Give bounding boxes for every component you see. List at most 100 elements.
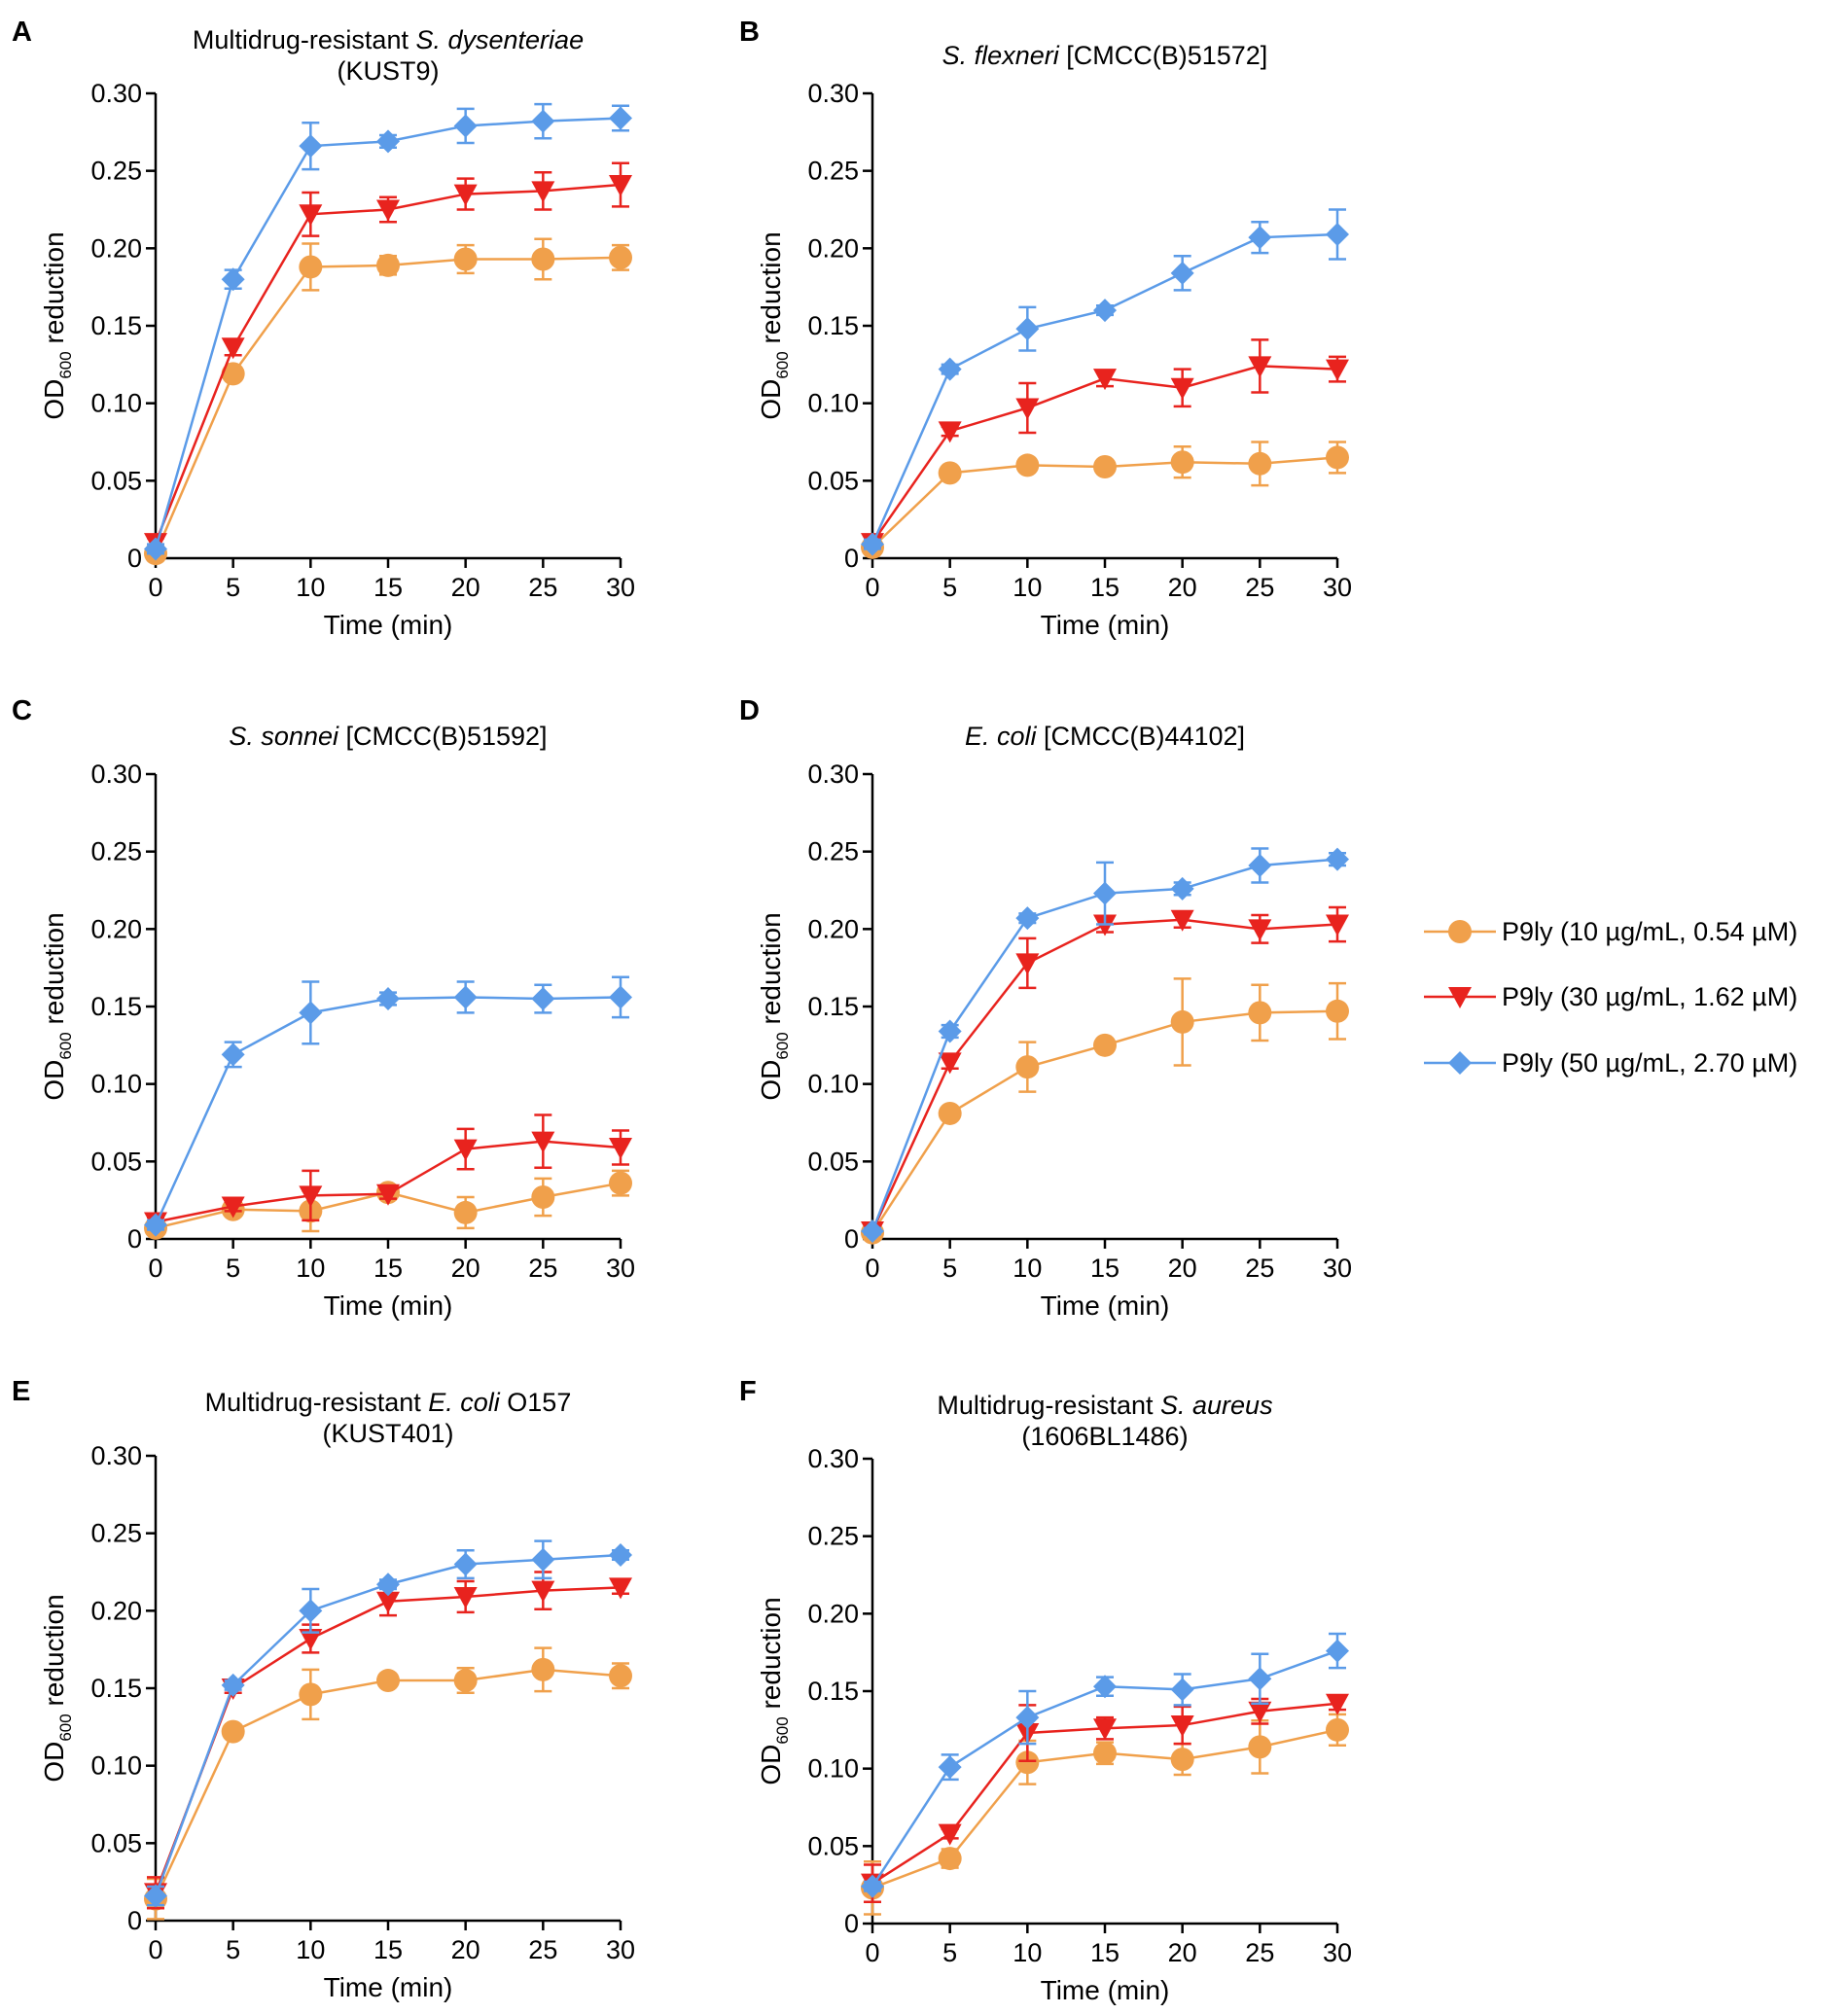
x-tick-label: 15 <box>1090 1254 1119 1283</box>
series-3 <box>144 975 632 1237</box>
x-tick-label: 30 <box>1323 1938 1352 1967</box>
data-point <box>221 267 245 292</box>
legend-item: P9ly (10 µg/mL, 0.54 µM) <box>1424 917 1797 946</box>
x-axis-label: Time (min) <box>1041 610 1170 640</box>
y-tick-label: 0.10 <box>90 1070 142 1099</box>
data-point <box>609 245 632 269</box>
series-1 <box>861 441 1349 559</box>
data-point <box>1093 1718 1117 1741</box>
y-tick-label: 0 <box>844 544 859 573</box>
data-point <box>531 181 555 203</box>
data-point <box>531 1657 555 1681</box>
y-tick-label: 0.05 <box>90 466 142 495</box>
y-tick-label: 0.30 <box>90 760 142 789</box>
data-point <box>1093 1033 1117 1057</box>
data-point <box>938 461 962 485</box>
y-tick-label: 0.30 <box>90 79 142 108</box>
data-point <box>1170 909 1194 932</box>
x-tick-label: 20 <box>451 1254 480 1283</box>
y-axis-label: OD600 reduction <box>39 231 75 419</box>
panel-letter: D <box>739 695 760 726</box>
data-point <box>1326 847 1349 871</box>
data-point <box>1326 222 1349 246</box>
data-point <box>531 1184 555 1209</box>
panel-e: E Multidrug-resistant E. coli O157(KUST40… <box>12 1376 635 2002</box>
data-point <box>299 255 323 279</box>
x-tick-label: 10 <box>1013 1254 1042 1283</box>
series-1 <box>861 977 1349 1245</box>
data-point <box>1093 1675 1117 1699</box>
y-tick-label: 0.10 <box>807 389 859 418</box>
data-point <box>1170 377 1194 400</box>
data-point <box>1326 914 1349 936</box>
data-point <box>299 1682 323 1707</box>
panel-letter: C <box>12 695 32 726</box>
y-axis-label: OD600 reduction <box>756 1597 792 1784</box>
series-1 <box>861 1713 1349 1916</box>
series-2 <box>144 1571 632 1910</box>
chart-title: Multidrug-resistant S. aureus <box>937 1391 1272 1420</box>
x-tick-label: 10 <box>296 1935 325 1964</box>
data-point <box>299 1001 323 1025</box>
x-tick-label: 30 <box>1323 573 1352 602</box>
chart-subtitle: (KUST9) <box>337 56 439 86</box>
y-tick-label: 0.15 <box>90 311 142 340</box>
y-tick-label: 0.25 <box>90 1519 142 1548</box>
x-axis-label: Time (min) <box>324 1290 453 1321</box>
x-tick-label: 30 <box>606 1935 635 1964</box>
x-tick-label: 10 <box>1013 573 1042 602</box>
data-point <box>938 357 962 381</box>
data-point <box>938 1019 962 1043</box>
chart-title: Multidrug-resistant E. coli O157 <box>205 1388 572 1417</box>
chart-title: S. sonnei [CMCC(B)51592] <box>229 722 547 751</box>
data-point <box>453 184 478 206</box>
y-tick-label: 0.15 <box>90 992 142 1021</box>
x-tick-label: 20 <box>1168 1938 1197 1967</box>
y-tick-label: 0.05 <box>807 1831 859 1860</box>
legend-label: P9ly (30 µg/mL, 1.62 µM) <box>1502 982 1797 1011</box>
y-tick-label: 0.15 <box>807 1677 859 1706</box>
y-axis-label: OD600 reduction <box>39 1594 75 1782</box>
x-axis-label: Time (min) <box>324 1972 453 2002</box>
y-tick-label: 0.25 <box>807 157 859 186</box>
data-point <box>221 1196 245 1219</box>
y-tick-label: 0.20 <box>807 914 859 943</box>
data-point <box>1170 450 1194 475</box>
x-tick-label: 0 <box>148 1935 162 1964</box>
data-point <box>861 1874 884 1898</box>
y-tick-label: 0.30 <box>807 79 859 108</box>
data-point <box>938 1847 962 1871</box>
x-tick-label: 25 <box>528 573 557 602</box>
x-tick-label: 5 <box>226 1254 240 1283</box>
y-tick-label: 0 <box>127 1906 142 1935</box>
data-point <box>531 1580 555 1603</box>
data-point <box>453 114 478 138</box>
y-tick-label: 0.15 <box>90 1674 142 1703</box>
series-2 <box>861 338 1349 555</box>
data-point <box>1248 451 1272 476</box>
series-3 <box>861 208 1349 556</box>
legend-item: P9ly (30 µg/mL, 1.62 µM) <box>1424 982 1797 1011</box>
data-point <box>1015 317 1040 341</box>
x-tick-label: 15 <box>373 1254 403 1283</box>
data-point <box>453 1200 478 1224</box>
data-point <box>609 1171 632 1195</box>
data-point <box>1248 226 1272 250</box>
data-point <box>1170 1678 1194 1702</box>
y-tick-label: 0 <box>844 1909 859 1938</box>
y-tick-label: 0.25 <box>807 837 859 866</box>
x-tick-label: 30 <box>606 1254 635 1283</box>
series-line <box>871 918 1338 1232</box>
y-tick-label: 0 <box>127 1224 142 1254</box>
legend-item: P9ly (50 µg/mL, 2.70 µM) <box>1424 1048 1797 1078</box>
data-point <box>1170 261 1194 285</box>
y-tick-label: 0.10 <box>90 1751 142 1781</box>
y-tick-label: 0.20 <box>807 1599 859 1628</box>
chart-title: Multidrug-resistant S. dysenteriae <box>193 25 584 54</box>
panel-letter: E <box>12 1376 30 1407</box>
y-tick-label: 0.25 <box>807 1522 859 1551</box>
data-point <box>1248 919 1272 941</box>
data-point <box>1015 906 1040 931</box>
data-point <box>938 1823 962 1846</box>
